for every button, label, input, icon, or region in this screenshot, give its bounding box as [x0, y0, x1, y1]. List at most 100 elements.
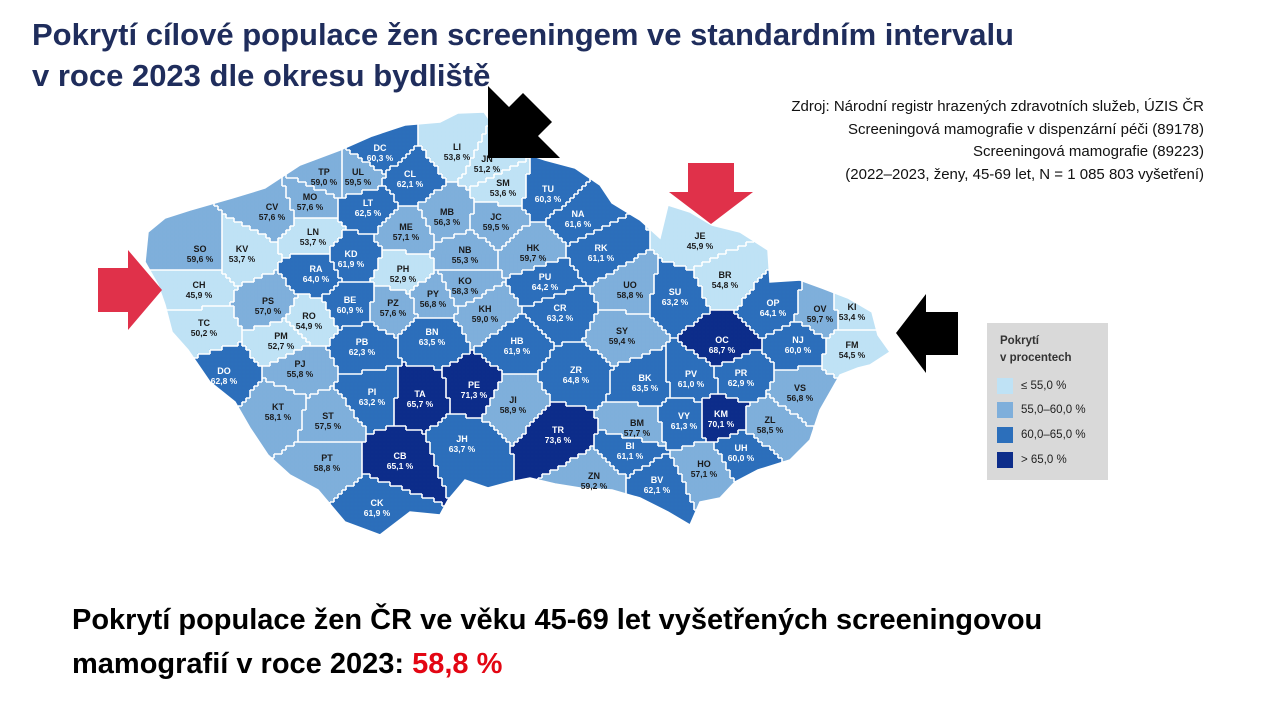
- district-sy: [581, 309, 671, 367]
- district-value-label: 59,0 %: [472, 314, 499, 324]
- district-code-label: ZL: [765, 415, 776, 425]
- page-title: Pokrytí cílové populace žen screeningem …: [32, 14, 1132, 96]
- district-code-label: CR: [554, 303, 567, 313]
- district-value-label: 53,4 %: [839, 312, 866, 322]
- district-value-label: 51,2 %: [474, 164, 501, 174]
- district-value-label: 61,6 %: [565, 219, 592, 229]
- district-code-label: PV: [685, 369, 697, 379]
- district-code-label: PS: [262, 296, 274, 306]
- district-value-label: 61,9 %: [364, 508, 391, 518]
- district-value-label: 64,1 %: [760, 308, 787, 318]
- district-code-label: KM: [714, 409, 728, 419]
- district-pv: [665, 337, 719, 403]
- district-value-label: 68,7 %: [709, 345, 736, 355]
- legend-title: Pokrytí v procentech: [1000, 333, 1072, 367]
- district-code-label: VY: [678, 411, 690, 421]
- district-code-label: PJ: [294, 359, 305, 369]
- district-code-label: PU: [539, 272, 552, 282]
- legend-swatch: [997, 452, 1013, 468]
- district-hk: [497, 221, 567, 279]
- district-code-label: ZR: [570, 365, 582, 375]
- legend-item-label: > 65,0 %: [1021, 454, 1067, 466]
- red-arrow-top-icon: [669, 163, 753, 224]
- district-value-label: 73,6 %: [545, 435, 572, 445]
- district-code-label: RO: [302, 311, 316, 321]
- district-ji: [481, 373, 551, 447]
- district-value-label: 53,7 %: [229, 254, 256, 264]
- source-line-2: Screeningová mamografie v dispenzární pé…: [847, 120, 1204, 138]
- district-code-label: UH: [735, 443, 748, 453]
- district-code-label: CL: [404, 169, 416, 179]
- page-title-line-1: Pokrytí cílové populace žen screeningem …: [32, 17, 1014, 52]
- district-code-label: KH: [479, 304, 492, 314]
- district-value-label: 62,1 %: [644, 485, 671, 495]
- district-code-label: BK: [639, 373, 652, 383]
- district-value-label: 63,2 %: [547, 313, 574, 323]
- district-value-label: 54,9 %: [296, 321, 323, 331]
- source-line-3: Screeningová mamografie (89223): [973, 143, 1204, 160]
- district-value-label: 62,1 %: [397, 179, 424, 189]
- district-value-label: 63,2 %: [359, 397, 386, 407]
- district-code-label: JI: [509, 395, 517, 405]
- district-value-label: 64,2 %: [532, 282, 559, 292]
- district-value-label: 58,8 %: [617, 290, 644, 300]
- district-value-label: 52,7 %: [268, 341, 295, 351]
- district-uo: [589, 249, 659, 315]
- district-ln: [277, 217, 347, 259]
- district-code-label: OV: [813, 304, 826, 314]
- district-value-label: 57,7 %: [624, 428, 651, 438]
- district-bn: [397, 317, 471, 371]
- district-code-label: JE: [694, 231, 705, 241]
- district-value-label: 53,8 %: [444, 152, 471, 162]
- district-value-label: 60,0 %: [728, 453, 755, 463]
- district-code-label: PI: [368, 387, 377, 397]
- district-value-label: 50,2 %: [191, 328, 218, 338]
- district-value-label: 65,1 %: [387, 461, 414, 471]
- district-value-label: 60,0 %: [785, 345, 812, 355]
- legend-swatch: [997, 378, 1013, 394]
- district-code-label: KI: [848, 302, 857, 312]
- district-code-label: UO: [623, 280, 637, 290]
- district-code-label: TR: [552, 425, 564, 435]
- legend-swatch: [997, 427, 1013, 443]
- legend-item-label: 55,0–60,0 %: [1021, 404, 1086, 416]
- district-value-label: 59,7 %: [520, 253, 547, 263]
- district-code-label: PH: [397, 264, 410, 274]
- district-value-label: 53,6 %: [490, 188, 517, 198]
- district-value-label: 59,6 %: [187, 254, 214, 264]
- district-value-label: 59,4 %: [609, 336, 636, 346]
- district-value-label: 58,9 %: [500, 405, 527, 415]
- district-value-label: 59,5 %: [345, 177, 372, 187]
- district-code-label: SY: [616, 326, 628, 336]
- red-arrow-left-icon: [98, 250, 162, 330]
- district-value-label: 60,3 %: [367, 153, 394, 163]
- district-code-label: KT: [272, 402, 284, 412]
- legend-item-class-2: 55,0–60,0 %: [997, 400, 1086, 420]
- district-nj: [761, 321, 827, 371]
- district-mb: [417, 181, 475, 243]
- district-value-label: 55,3 %: [452, 255, 479, 265]
- district-so: [145, 112, 223, 271]
- district-code-label: PY: [427, 289, 439, 299]
- district-code-label: HB: [511, 336, 524, 346]
- district-value-label: 63,2 %: [662, 297, 689, 307]
- district-value-label: 59,0 %: [311, 177, 338, 187]
- district-value-label: 58,8 %: [314, 463, 341, 473]
- district-code-label: TU: [542, 184, 554, 194]
- page-title-line-2: v roce 2023 dle okresu bydliště: [32, 58, 491, 93]
- source-line-1: Zdroj: Národní registr hrazených zdravot…: [791, 98, 1204, 115]
- district-code-label: DO: [217, 366, 231, 376]
- district-value-label: 57,6 %: [297, 202, 324, 212]
- district-code-label: LI: [453, 142, 461, 152]
- district-code-label: LT: [363, 198, 374, 208]
- district-code-label: PT: [321, 453, 333, 463]
- district-code-label: RK: [595, 243, 608, 253]
- district-be: [321, 281, 375, 331]
- district-value-label: 63,5 %: [419, 337, 446, 347]
- district-code-label: TP: [318, 167, 330, 177]
- district-value-label: 54,8 %: [712, 280, 739, 290]
- district-code-label: BM: [630, 418, 644, 428]
- district-code-label: UL: [352, 167, 364, 177]
- district-code-label: TA: [414, 389, 426, 399]
- district-value-label: 57,6 %: [259, 212, 286, 222]
